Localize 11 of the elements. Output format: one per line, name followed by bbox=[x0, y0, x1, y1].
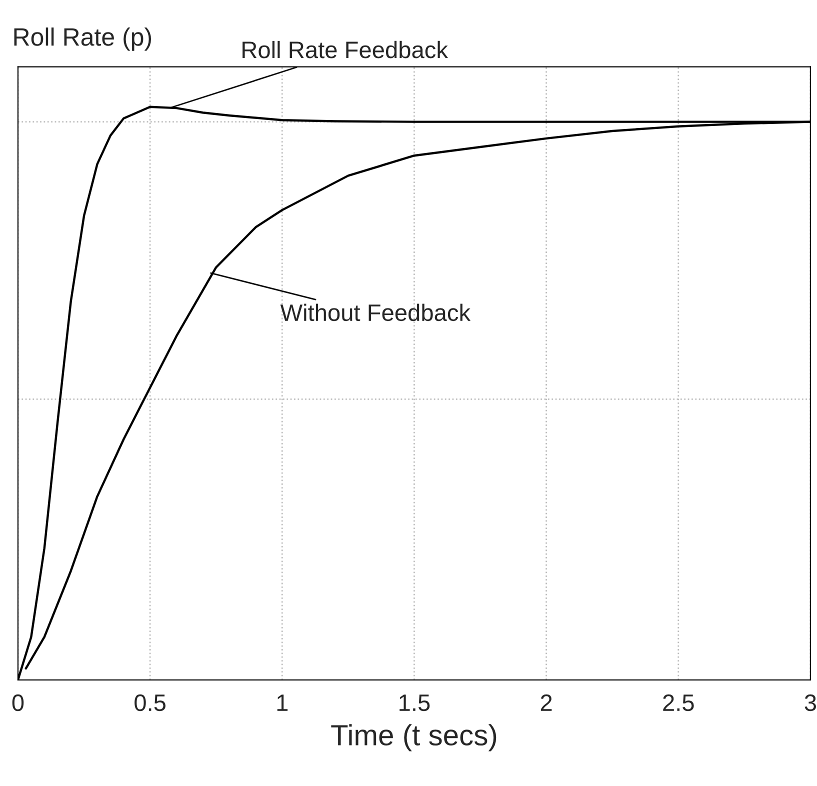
x-tick-label: 2.5 bbox=[663, 694, 694, 712]
annotation: Without Feedback bbox=[280, 304, 471, 322]
y-axis-title: Roll Rate (p) bbox=[14, 28, 152, 51]
x-tick-label: 1.5 bbox=[400, 694, 430, 712]
x-axis-title: Time (t secs) bbox=[331, 724, 496, 752]
x-tick-label: 2 bbox=[540, 694, 552, 711]
x-tick-label: 3 bbox=[804, 694, 816, 712]
annotation: Roll Rate Feedback bbox=[242, 40, 448, 58]
x-tick-label: 0 bbox=[12, 694, 24, 712]
x-tick-label: 0.5 bbox=[134, 694, 166, 712]
x-tick-label: 1 bbox=[277, 694, 288, 711]
